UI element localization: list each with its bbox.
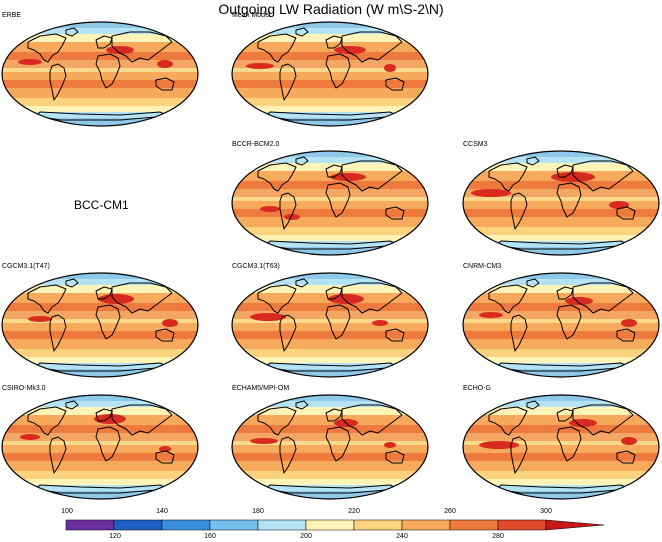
map-panel-echo-g	[461, 393, 661, 501]
colorbar-label-120: 120	[109, 533, 121, 540]
panel-label-csiro-mk3: CSIRO-Mk3.0	[2, 385, 46, 392]
colorbar-label-140: 140	[156, 508, 168, 515]
map-panel-mean-model	[230, 20, 430, 128]
panel-label-cnrm-cm3: CNRM-CM3	[463, 263, 502, 270]
map-panel-cnrm-cm3	[461, 271, 661, 379]
colorbar-label-300: 300	[540, 508, 552, 515]
colorbar-label-260: 260	[444, 508, 456, 515]
colorbar-label-200: 200	[300, 533, 312, 540]
colorbar-label-180: 180	[252, 508, 264, 515]
panel-label-erbe: ERBE	[2, 12, 22, 19]
colorbar	[65, 519, 605, 531]
panel-label-echam5: ECHAM5/MPI-OM	[232, 385, 290, 392]
panel-label-cgcm3-t63: CGCM3.1(T63)	[232, 263, 280, 270]
missing-panel-label: BCC-CM1	[74, 198, 129, 212]
map-panel-cgcm3-t47	[0, 271, 200, 379]
panel-label-cgcm3-t47: CGCM3.1(T47)	[2, 263, 50, 270]
colorbar-label-100: 100	[61, 508, 73, 515]
map-panel-cgcm3-t63	[230, 271, 430, 379]
map-panel-ccsm3	[461, 149, 661, 257]
colorbar-label-220: 220	[348, 508, 360, 515]
map-panel-csiro-mk3	[0, 393, 200, 501]
map-panel-erbe	[0, 20, 200, 128]
map-panel-echam5	[230, 393, 430, 501]
colorbar-label-240: 240	[396, 533, 408, 540]
panel-label-echo-g: ECHO-G	[463, 385, 491, 392]
map-panel-bccr-bcm2	[230, 149, 430, 257]
colorbar-label-160: 160	[204, 533, 216, 540]
figure-title: Outgoing LW Radiation (W m\S-2\N)	[218, 1, 444, 17]
colorbar-label-280: 280	[492, 533, 504, 540]
panel-label-mean-model: Mean Model	[232, 12, 271, 19]
panel-label-bccr-bcm2: BCCR-BCM2.0	[232, 141, 280, 148]
panel-label-ccsm3: CCSM3	[463, 141, 488, 148]
